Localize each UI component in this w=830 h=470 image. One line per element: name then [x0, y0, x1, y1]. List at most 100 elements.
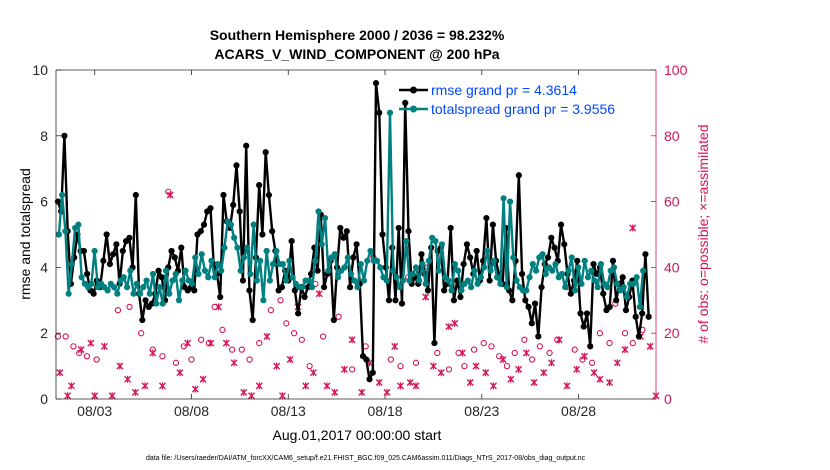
rmse-point	[528, 320, 535, 327]
spread-point	[270, 261, 277, 268]
spread-point	[558, 270, 566, 278]
rmse-point	[100, 257, 107, 264]
x-tick-label: 08/28	[561, 403, 596, 419]
spread-point	[383, 277, 390, 284]
spread-point	[169, 277, 176, 284]
spread-point	[464, 277, 471, 284]
spread-point	[162, 267, 170, 274]
obs-possible-point	[198, 336, 205, 343]
spread-point	[455, 267, 462, 274]
rmse-point	[314, 267, 321, 274]
spread-point	[542, 270, 549, 278]
rmse-point	[642, 251, 649, 258]
obs-assimilated-point	[507, 375, 515, 383]
rmse-point	[337, 224, 344, 232]
spread-point	[409, 270, 416, 278]
rmse-point	[489, 221, 496, 228]
obs-assimilated-point	[158, 382, 166, 390]
spread-point	[584, 274, 592, 281]
obs-possible-point	[83, 353, 91, 360]
spread-point	[140, 284, 147, 291]
rmse-point	[343, 228, 350, 235]
spread-point	[594, 284, 601, 291]
rmse-point	[431, 339, 438, 347]
rmse-point	[583, 310, 591, 317]
spread-point	[588, 267, 595, 274]
legend-rmse-marker	[410, 86, 417, 94]
obs-possible-point	[246, 356, 253, 363]
obs-assimilated-point	[375, 379, 383, 387]
obs-possible-point	[511, 349, 518, 357]
rmse-point	[567, 290, 574, 297]
spread-point	[445, 277, 452, 284]
rmse-point	[392, 297, 399, 304]
rmse-point	[259, 231, 266, 238]
legend-rmse-label: rmse grand pr = 4.3614	[431, 82, 577, 98]
rmse-point	[538, 284, 545, 291]
rmse-point	[236, 208, 243, 215]
obs-possible-point	[571, 346, 578, 353]
spread-point	[451, 261, 458, 268]
spread-point	[312, 257, 319, 264]
rmse-point	[132, 191, 139, 199]
spread-point	[211, 274, 218, 281]
rmse-point	[613, 297, 620, 304]
rmse-point	[457, 293, 464, 301]
spread-point	[341, 264, 348, 271]
spread-point	[474, 280, 481, 287]
obs-possible-point	[480, 339, 487, 347]
spread-point	[364, 257, 371, 264]
spread-point	[490, 257, 497, 264]
obs-assimilated-point	[397, 382, 405, 390]
spread-point	[477, 274, 484, 281]
rmse-point	[587, 343, 594, 350]
spread-point	[308, 284, 316, 291]
obs-assimilated-point	[391, 342, 399, 350]
obs-possible-point	[434, 349, 441, 357]
spread-point	[198, 251, 205, 258]
obs-assimilated-point	[309, 369, 317, 377]
rmse-point	[265, 191, 273, 199]
rmse-point	[106, 261, 113, 268]
spread-point	[347, 270, 355, 278]
spread-point	[640, 267, 647, 274]
obs-assimilated-point	[230, 359, 238, 367]
spread-point	[393, 274, 400, 281]
obs-possible-point	[283, 320, 290, 327]
spread-point	[127, 267, 134, 274]
obs-assimilated-point	[176, 369, 184, 377]
y-tick-label: 6	[40, 194, 48, 210]
obs-assimilated-point	[422, 293, 430, 301]
rmse-point	[139, 316, 146, 324]
spread-point	[299, 284, 306, 291]
spread-point	[571, 287, 579, 294]
obs-possible-point	[172, 359, 180, 366]
spread-point	[422, 280, 429, 287]
spread-point	[351, 277, 358, 284]
obs-assimilated-point	[91, 392, 99, 400]
obs-assimilated-point	[255, 382, 263, 390]
spread-point	[412, 264, 420, 271]
obs-assimilated-point	[383, 388, 391, 396]
rmse-point	[557, 221, 565, 228]
obs-assimilated-point	[499, 356, 507, 364]
obs-possible-point	[238, 346, 245, 353]
spread-point	[218, 267, 225, 274]
rmse-point	[450, 297, 458, 304]
y2-tick-label: 20	[664, 325, 680, 341]
spread-point	[159, 300, 166, 307]
rmse-point	[61, 132, 68, 139]
obs-assimilated-point	[124, 375, 132, 383]
spread-point	[360, 277, 368, 284]
obs-possible-point	[412, 359, 420, 366]
spread-point	[610, 264, 618, 271]
spread-point	[123, 284, 131, 291]
spread-point	[253, 277, 260, 284]
rmse-point	[376, 109, 383, 116]
spread-point	[373, 257, 381, 264]
spread-point	[419, 261, 426, 268]
spread-point	[75, 221, 82, 228]
rmse-point	[441, 287, 448, 294]
spread-point	[114, 290, 121, 297]
